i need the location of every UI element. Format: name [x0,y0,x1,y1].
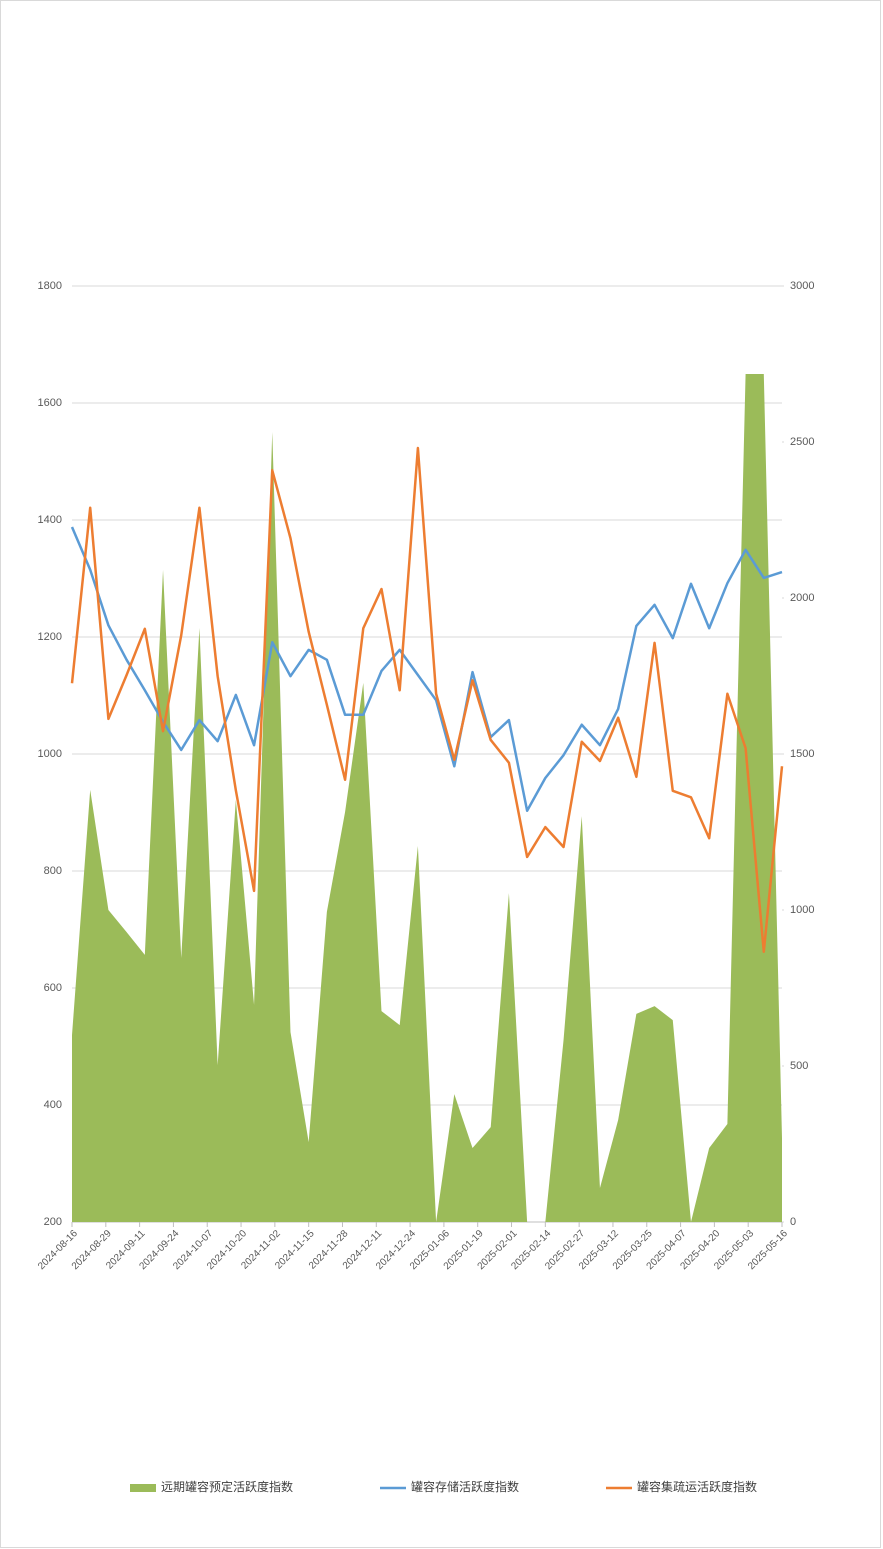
y2-tick-label: 1000 [790,904,814,916]
line [70,526,783,812]
y2-tick-label: 2500 [790,436,814,448]
y-tick-label: 1400 [38,514,62,526]
area [72,373,782,1222]
y-tick-label: 1800 [38,280,62,292]
y2-tick-label: 2000 [790,592,814,604]
legend-label: 远期罐容预定活跃度指数 [161,1479,293,1494]
y2-tick-label: 1500 [790,748,814,760]
legend-swatch [130,1484,156,1492]
legend-label: 罐容存储活跃度指数 [411,1479,519,1494]
line [70,446,784,953]
y-tick-label: 200 [44,1216,62,1228]
legend-label: 罐容集疏运活跃度指数 [637,1479,757,1494]
y-tick-label: 400 [44,1099,62,1111]
y-tick-label: 1000 [38,748,62,760]
y2-tick-label: 0 [790,1216,796,1228]
y2-tick-label: 500 [790,1060,808,1072]
y-tick-label: 800 [44,865,62,877]
y2-tick-label: 3000 [790,280,814,292]
y-tick-label: 1600 [38,397,62,409]
y-tick-label: 600 [44,982,62,994]
y-tick-label: 1200 [38,631,62,643]
